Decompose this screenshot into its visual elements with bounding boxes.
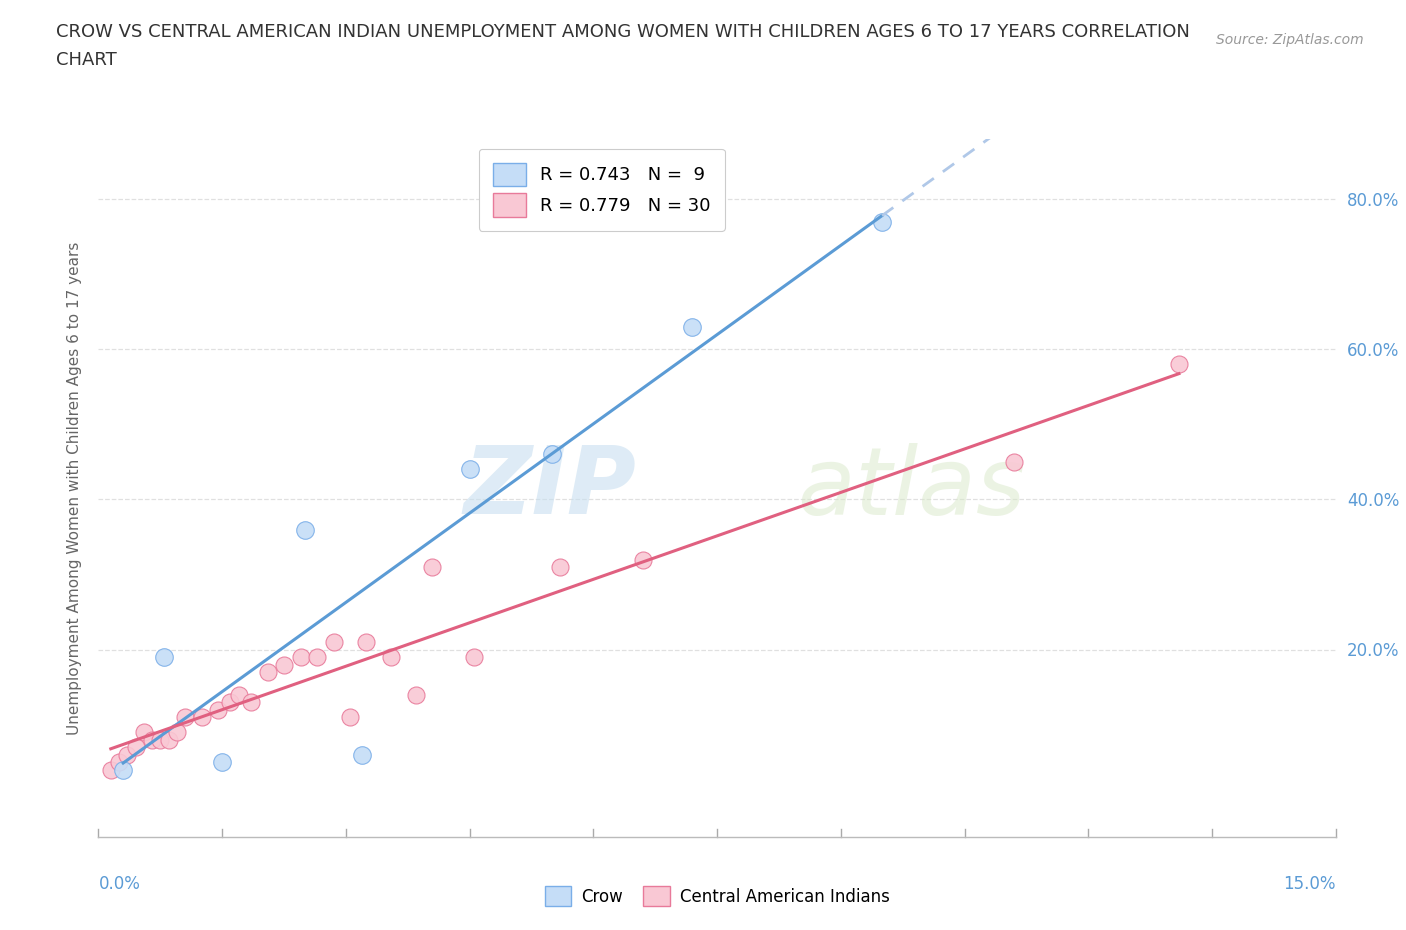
Text: 0.0%: 0.0% [98,875,141,894]
Point [190,710,212,724]
Text: Source: ZipAtlas.com: Source: ZipAtlas.com [1216,33,1364,46]
Text: atlas: atlas [797,443,1026,534]
Legend: R = 0.743   N =  9, R = 0.779   N = 30: R = 0.743 N = 9, R = 0.779 N = 30 [478,149,725,231]
Text: CHART: CHART [56,51,117,69]
Point [256,665,278,680]
Point [149,732,172,747]
Point [290,649,312,664]
Point [356,634,378,649]
Point [240,695,263,710]
Point [141,732,163,747]
Text: 15.0%: 15.0% [1284,875,1336,894]
Point [207,702,229,717]
Point [339,710,361,724]
Point [631,552,654,567]
Point [174,710,197,724]
Point [380,649,402,664]
Point [108,754,131,769]
Point [322,634,344,649]
Point [1002,455,1025,470]
Point [550,560,572,575]
Point [211,754,233,769]
Point [1168,357,1191,372]
Y-axis label: Unemployment Among Women with Children Ages 6 to 17 years: Unemployment Among Women with Children A… [66,242,82,735]
Point [112,762,135,777]
Point [541,447,564,462]
Text: CROW VS CENTRAL AMERICAN INDIAN UNEMPLOYMENT AMONG WOMEN WITH CHILDREN AGES 6 TO: CROW VS CENTRAL AMERICAN INDIAN UNEMPLOY… [56,23,1189,41]
Text: ZIP: ZIP [464,443,637,534]
Point [273,658,295,672]
Point [305,649,328,664]
Point [352,747,374,762]
Point [100,762,122,777]
Point [219,695,242,710]
Point [463,649,485,664]
Point [405,687,427,702]
Point [458,462,481,477]
Legend: Crow, Central American Indians: Crow, Central American Indians [538,880,896,912]
Point [124,739,146,754]
Point [157,732,180,747]
Point [294,522,316,537]
Point [681,320,703,335]
Point [117,747,139,762]
Point [166,724,188,739]
Point [153,649,176,664]
Point [422,560,444,575]
Point [132,724,155,739]
Point [228,687,250,702]
Point [870,215,893,230]
